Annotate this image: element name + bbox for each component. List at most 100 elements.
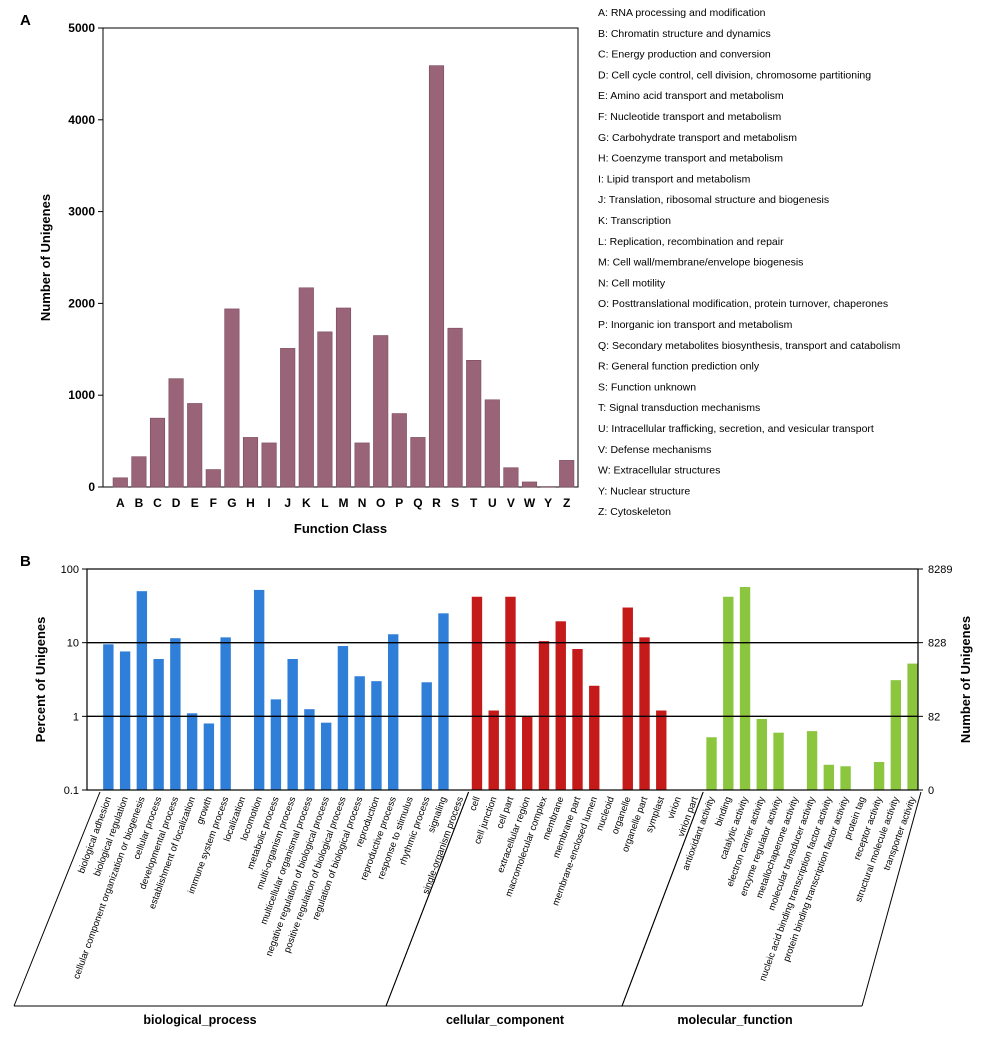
bar-a-V xyxy=(504,468,519,487)
bar-b-rhythmic-process xyxy=(422,682,432,790)
bar-b-cell xyxy=(472,597,482,790)
bar-b-multicellular-organismal-process xyxy=(304,709,314,790)
y-tick-right-label-b: 0 xyxy=(928,785,934,797)
legend-entry-a: H: Coenzyme transport and metabolism xyxy=(598,153,783,165)
legend-entry-a: C: Energy production and conversion xyxy=(598,49,771,61)
legend-entry-a: W: Extracellular structures xyxy=(598,465,720,477)
bar-a-F xyxy=(206,470,221,487)
bar-b-enzyme-regulator-activity xyxy=(773,733,783,790)
legend-entry-a: J: Translation, ribosomal structure and … xyxy=(598,194,829,206)
x-tick-label-a: D xyxy=(172,496,181,510)
y-tick-label-b: 10 xyxy=(67,638,79,650)
bar-b-receptor-activity xyxy=(874,762,884,790)
legend-entry-a: N: Cell motility xyxy=(598,277,666,289)
legend-entry-a: K: Transcription xyxy=(598,215,671,227)
bar-b-cellular-component-organization-or-biogenesis xyxy=(137,591,147,790)
bar-b-antioxidant-activity xyxy=(706,737,716,790)
group-label-cellular_component: cellular_component xyxy=(446,1013,565,1027)
x-tick-label-b: cell xyxy=(468,795,483,812)
x-tick-label-a: L xyxy=(321,496,328,510)
bar-b-binding xyxy=(723,597,733,790)
group-label-molecular_function: molecular_function xyxy=(677,1013,792,1027)
bar-b-membrane-part xyxy=(572,649,582,790)
bar-a-K xyxy=(299,288,314,487)
x-tick-label-a: V xyxy=(507,496,515,510)
y-tick-label-b: 0.1 xyxy=(64,785,79,797)
y-tick-label-a: 3000 xyxy=(68,205,95,219)
y-tick-label-a: 2000 xyxy=(68,296,95,310)
x-tick-label-a: O xyxy=(376,496,385,510)
bar-a-O xyxy=(373,336,388,487)
bar-a-E xyxy=(187,403,202,487)
x-tick-label-b: virion xyxy=(666,795,684,820)
y-axis-title-right-b: Number of Unigenes xyxy=(958,616,973,743)
bar-b-immune-system-process xyxy=(220,637,230,790)
y-tick-label-b: 100 xyxy=(61,564,79,576)
x-tick-label-a: N xyxy=(358,496,367,510)
group-bracket-left xyxy=(14,792,100,1006)
bar-a-J xyxy=(280,348,295,487)
x-tick-label-a: I xyxy=(267,496,270,510)
bar-b-reproduction xyxy=(371,681,381,790)
x-tick-label-a: G xyxy=(227,496,236,510)
bar-b-biological-adhesion xyxy=(103,644,113,790)
legend-entry-a: L: Replication, recombination and repair xyxy=(598,236,784,248)
x-tick-label-a: P xyxy=(395,496,403,510)
bar-a-W xyxy=(522,482,537,487)
y-tick-label-a: 1000 xyxy=(68,388,95,402)
bar-a-Q xyxy=(411,437,426,487)
x-tick-label-a: F xyxy=(210,496,217,510)
legend-entry-a: T: Signal transduction mechanisms xyxy=(598,402,760,414)
bar-b-cell-part xyxy=(505,597,515,790)
bar-a-Z xyxy=(559,460,574,487)
panel-label-a: A xyxy=(20,12,31,29)
bar-b-locomotion xyxy=(254,590,264,790)
bar-b-protein-binding-transcription-factor-activity xyxy=(840,766,850,790)
legend-entry-a: U: Intracellular trafficking, secretion,… xyxy=(598,423,874,435)
bar-b-cellular-process xyxy=(153,659,163,790)
y-tick-label-a: 5000 xyxy=(68,21,95,35)
bar-b-extracellular-region xyxy=(522,716,532,790)
bar-b-metabolic-process xyxy=(271,699,281,790)
bar-b-reproductive-process xyxy=(388,634,398,790)
bar-a-M xyxy=(336,308,351,487)
bar-b-macromolecular-complex xyxy=(539,641,549,790)
bar-a-T xyxy=(466,360,481,487)
bar-b-regulation-of-biological-process xyxy=(354,676,364,790)
x-tick-label-a: Z xyxy=(563,496,570,510)
bar-b-growth xyxy=(204,723,214,790)
x-tick-label-a: T xyxy=(470,496,478,510)
y-axis-title-b: Percent of Unigenes xyxy=(33,617,48,743)
bar-a-R xyxy=(429,66,444,487)
bar-b-membrane-enclosed-lumen xyxy=(589,686,599,790)
bar-b-establishment-of-localization xyxy=(187,713,197,790)
legend-entry-a: D: Cell cycle control, cell division, ch… xyxy=(598,69,871,81)
x-tick-label-a: E xyxy=(191,496,199,510)
legend-entry-a: G: Carbohydrate transport and metabolism xyxy=(598,132,797,144)
y-tick-right-label-b: 8289 xyxy=(928,564,952,576)
legend-entry-a: Y: Nuclear structure xyxy=(598,485,690,497)
bar-a-B xyxy=(132,457,147,487)
panel-label-b: B xyxy=(20,553,31,570)
x-tick-label-a: H xyxy=(246,496,255,510)
bar-b-nucleic-acid-binding-transcription-factor-activity xyxy=(824,765,834,790)
y-tick-right-label-b: 828 xyxy=(928,638,946,650)
legend-entry-a: V: Defense mechanisms xyxy=(598,444,711,456)
bar-b-organelle xyxy=(623,608,633,790)
bar-a-I xyxy=(262,443,277,487)
x-axis-title-a: Function Class xyxy=(294,521,387,536)
legend-entry-a: Q: Secondary metabolites biosynthesis, t… xyxy=(598,340,901,352)
legend-entry-a: E: Amino acid transport and metabolism xyxy=(598,90,784,102)
y-tick-right-label-b: 82 xyxy=(928,711,940,723)
bar-a-P xyxy=(392,414,407,487)
x-tick-label-a: M xyxy=(339,496,349,510)
bar-a-C xyxy=(150,418,165,487)
bar-a-D xyxy=(169,379,184,487)
group-label-biological_process: biological_process xyxy=(143,1013,256,1027)
bar-b-structural-molecule-activity xyxy=(891,680,901,790)
bar-a-A xyxy=(113,478,128,487)
bar-b-molecular-transducer-activity xyxy=(807,731,817,790)
x-tick-label-a: R xyxy=(432,496,441,510)
